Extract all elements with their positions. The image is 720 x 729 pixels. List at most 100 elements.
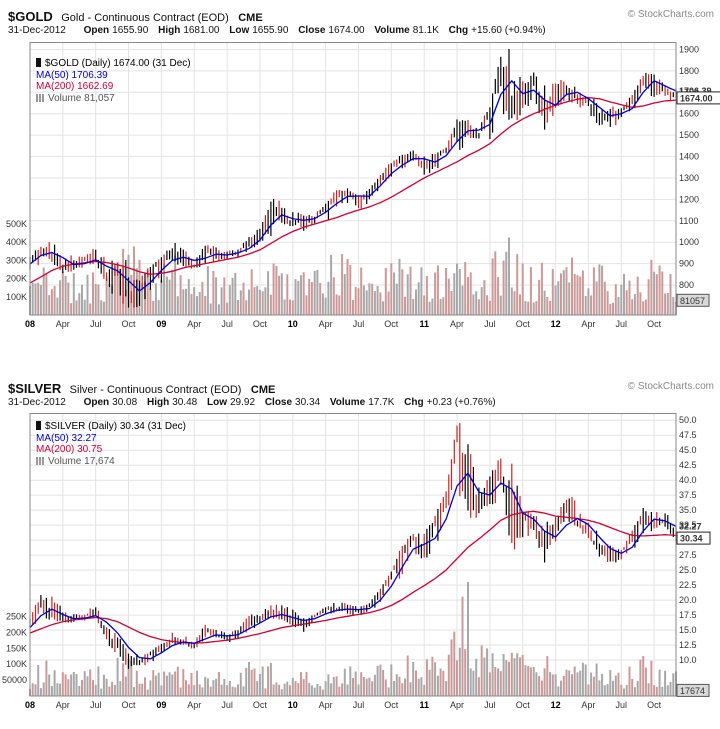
silver-legend-ma200: MA(200) 30.75 xyxy=(36,444,103,455)
x-axis-label: Oct xyxy=(516,319,531,329)
ma50-value-tag: 32.27 xyxy=(679,522,702,532)
stockcharts-credit-link[interactable]: © StockCharts.com xyxy=(627,9,714,20)
y-axis-label: 1000 xyxy=(679,237,699,247)
x-axis-label: 08 xyxy=(25,319,35,329)
y-axis-label: 1800 xyxy=(679,66,699,76)
volume-bars-icon-2 xyxy=(36,456,45,465)
gold-open-value: 1655.90 xyxy=(112,25,149,36)
gold-chg-value: +15.60 (+0.94%) xyxy=(471,25,546,36)
volume-axis-label: 200K xyxy=(6,274,27,284)
y-axis-label: 32.5 xyxy=(679,520,697,530)
gold-quote-row: 31-Dec-2012 Open 1655.90 High 1681.00 Low 1… xyxy=(8,25,546,36)
volume-axis-label: 100K xyxy=(6,659,27,669)
close-value-tag: 1674.00 xyxy=(680,93,713,103)
silver-low-label: Low xyxy=(207,397,227,408)
y-axis-label: 17.5 xyxy=(679,610,697,620)
y-axis-label: 1900 xyxy=(679,45,699,55)
gold-legend-ma200: MA(200) 1662.69 xyxy=(36,81,114,92)
silver-open-label: Open xyxy=(83,397,110,408)
silver-titlebar: $SILVER Silver - Continuous Contract (EO… xyxy=(8,380,714,396)
gold-quote-date: 31-Dec-2012 xyxy=(8,25,66,36)
y-axis-label: 1300 xyxy=(679,173,699,183)
silver-chg-label: Chg xyxy=(404,397,424,408)
gold-volume-value: 81.1K xyxy=(412,25,439,36)
x-axis-label: Jul xyxy=(484,319,496,329)
gold-low-value: 1655.90 xyxy=(252,25,289,36)
x-axis-label: Apr xyxy=(450,319,464,329)
y-axis-label: 42.5 xyxy=(679,460,697,470)
gold-legend-ma50: MA(50) 1706.39 xyxy=(36,69,108,81)
ma50-line xyxy=(29,471,677,660)
gold-close-label: Close xyxy=(298,25,326,36)
x-axis-label: Jul xyxy=(616,700,628,710)
silver-legend-main-text: $SILVER (Daily) 30.34 (31 Dec) xyxy=(45,421,186,432)
x-axis-label: Oct xyxy=(647,700,662,710)
gold-low-label: Low xyxy=(229,25,250,36)
x-axis-label: Apr xyxy=(319,700,333,710)
y-axis-label: 22.5 xyxy=(679,580,697,590)
y-axis-label: 27.5 xyxy=(679,550,697,560)
ma200-line xyxy=(29,510,677,644)
silver-legend: $SILVER (Daily) 30.34 (31 Dec) MA(50) 32… xyxy=(36,421,186,467)
volume-value-tag-box xyxy=(676,293,710,307)
silver-volume-label: Volume xyxy=(329,397,366,408)
x-axis-label: 12 xyxy=(551,700,561,710)
y-axis-label: 25.0 xyxy=(679,565,697,575)
y-axis-label: 40.0 xyxy=(679,475,697,485)
gold-exchange-label: CME xyxy=(238,12,263,24)
gold-close-value: 1674.00 xyxy=(328,25,365,36)
x-axis-label: Apr xyxy=(450,700,464,710)
x-axis-label: Apr xyxy=(187,319,201,329)
volume-value-tag: 17674 xyxy=(680,686,705,696)
silver-legend-ma50: MA(50) 32.27 xyxy=(36,432,97,444)
y-axis-label: 47.5 xyxy=(679,430,697,440)
silver-legend-volume-text: Volume 17,674 xyxy=(48,455,115,467)
x-axis-label: Oct xyxy=(253,700,268,710)
x-axis-label: Apr xyxy=(581,319,595,329)
y-axis-label: 45.0 xyxy=(679,445,697,455)
close-value-tag-box xyxy=(676,531,711,545)
x-axis-label: Apr xyxy=(581,700,595,710)
volume-axis-label: 250K xyxy=(6,612,27,622)
x-axis-label: Oct xyxy=(647,319,662,329)
x-axis-label: 12 xyxy=(551,319,561,329)
ma200-line xyxy=(29,97,677,284)
x-axis-label: 11 xyxy=(419,319,429,329)
stockcharts-credit-link-2[interactable]: © StockCharts.com xyxy=(627,381,714,392)
silver-quote-row: 31-Dec-2012 Open 30.08 High 30.48 Low 29.92… xyxy=(8,397,496,408)
y-axis-label: 900 xyxy=(679,259,694,269)
gold-legend-volume: Volume 81,057 xyxy=(36,93,191,105)
gold-volume-label: Volume xyxy=(374,25,410,36)
silver-low-value: 29.92 xyxy=(230,397,256,408)
volume-axis-label: 500K xyxy=(6,219,27,229)
candlestick-icon xyxy=(36,58,41,67)
x-axis-label: Oct xyxy=(384,319,399,329)
x-axis-label: Jul xyxy=(616,319,628,329)
volume-value-tag-box xyxy=(676,683,710,697)
y-axis-label: 50.0 xyxy=(679,415,697,425)
silver-exchange-label: CME xyxy=(250,384,276,396)
x-axis-label: 08 xyxy=(25,700,35,710)
x-axis-label: Jul xyxy=(221,319,233,329)
y-axis-label: 1600 xyxy=(679,109,699,119)
x-axis-label: Oct xyxy=(516,700,531,710)
x-axis-label: Apr xyxy=(56,319,70,329)
x-axis-label: Jul xyxy=(221,700,233,710)
y-axis-label: 15.0 xyxy=(679,625,697,635)
ma50-line xyxy=(29,79,677,292)
x-axis-label: Oct xyxy=(121,319,136,329)
x-axis-label: Jul xyxy=(353,319,365,329)
y-axis-label: 20.0 xyxy=(679,595,697,605)
x-axis-label: 11 xyxy=(419,700,429,710)
x-axis-label: Jul xyxy=(90,700,102,710)
y-axis-label: 35.0 xyxy=(679,505,697,515)
y-axis-label: 1200 xyxy=(679,194,699,204)
silver-high-label: High xyxy=(146,397,170,408)
x-axis-label: Jul xyxy=(353,700,365,710)
volume-axis-label: 300K xyxy=(6,255,27,265)
gold-open-label: Open xyxy=(83,25,110,36)
y-axis-label: 1100 xyxy=(679,216,698,226)
x-axis-label: Apr xyxy=(319,319,333,329)
silver-close-value: 30.34 xyxy=(295,397,321,408)
close-value-tag: 30.34 xyxy=(680,534,703,544)
